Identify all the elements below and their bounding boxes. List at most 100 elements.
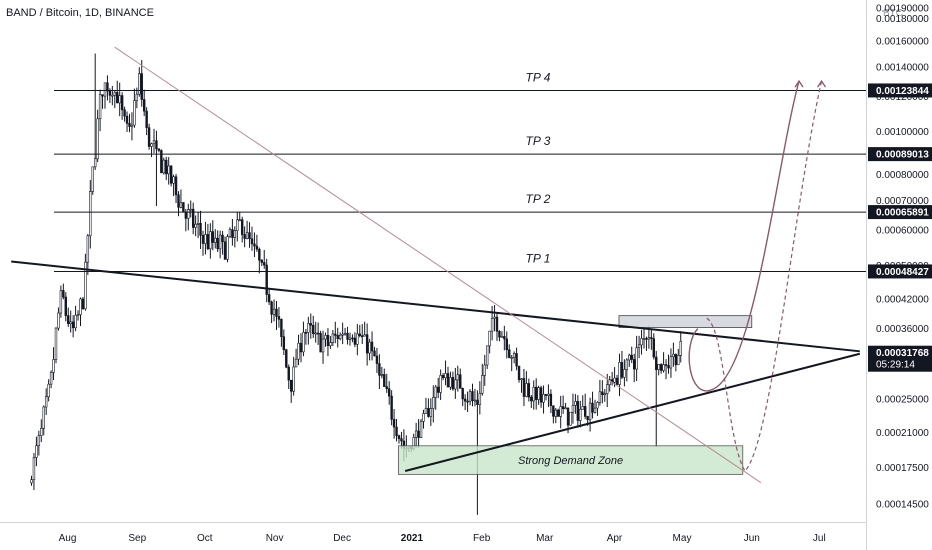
candle <box>657 364 660 376</box>
candle <box>64 292 67 322</box>
candle-body <box>167 165 170 175</box>
candle-body <box>106 82 109 92</box>
candle <box>601 380 604 404</box>
candle-body <box>569 411 572 426</box>
candle <box>47 379 50 402</box>
candle <box>297 334 300 366</box>
candle-body <box>432 397 435 409</box>
candle-body <box>334 333 337 336</box>
candle-body <box>152 140 156 145</box>
candle <box>321 330 325 364</box>
candle <box>637 335 641 359</box>
candle <box>93 53 97 170</box>
candle <box>255 234 259 252</box>
candle-body <box>525 383 528 397</box>
candle <box>677 348 680 366</box>
y-tick-label: 0.00060000 <box>876 226 929 237</box>
candle-body <box>89 191 92 237</box>
candle-body <box>510 357 513 359</box>
plot-area: Strong Demand Zone TP 4 TP 3 TP 2 TP 1 <box>11 46 866 515</box>
candle-body <box>223 241 227 260</box>
candle-body <box>380 374 384 376</box>
candle <box>201 230 205 256</box>
candle <box>674 353 678 372</box>
candle-body <box>642 338 646 340</box>
candle <box>243 226 246 248</box>
candle <box>294 348 298 368</box>
candle <box>667 354 670 374</box>
candle-body <box>120 95 124 111</box>
candle-body <box>42 406 45 429</box>
candle-body <box>37 435 41 446</box>
candle <box>231 218 234 246</box>
candle <box>498 330 501 342</box>
candle <box>54 327 58 364</box>
candle-body <box>441 375 445 379</box>
candle <box>449 371 452 390</box>
price-tag: 0.00048427 <box>868 264 932 279</box>
candle <box>272 299 276 322</box>
candle <box>503 325 506 351</box>
candle-body <box>422 413 425 422</box>
candle <box>485 345 489 370</box>
candle-body <box>544 394 548 396</box>
candle-body <box>659 364 663 371</box>
candle-body <box>635 347 638 370</box>
candle-body <box>613 377 616 383</box>
candle-body <box>434 386 437 398</box>
candle <box>454 367 457 399</box>
candle <box>302 321 305 357</box>
candle-body <box>201 235 205 244</box>
descending-resistance-line <box>11 260 860 353</box>
candle-body <box>645 338 648 340</box>
candle <box>160 149 163 174</box>
candle <box>451 371 455 391</box>
candle-body <box>603 393 606 396</box>
candle <box>481 363 484 396</box>
candle-body <box>118 95 121 104</box>
candle <box>432 385 435 423</box>
candle-body <box>294 358 298 368</box>
candle <box>439 369 442 401</box>
candle-body <box>258 248 261 261</box>
candle <box>285 348 288 369</box>
candle-body <box>74 314 77 329</box>
candle-body <box>495 316 499 332</box>
candle-body <box>236 219 239 231</box>
candle <box>385 373 388 393</box>
candle-body <box>329 342 332 347</box>
candle <box>167 157 170 185</box>
candle-body <box>184 211 188 219</box>
candle <box>532 380 535 410</box>
candle <box>456 365 459 392</box>
candle <box>441 373 445 381</box>
candle <box>463 394 467 411</box>
price-tag-bg <box>868 147 932 162</box>
candle-body <box>650 337 653 339</box>
candle <box>199 210 202 249</box>
candle <box>559 395 562 429</box>
candle <box>226 234 229 263</box>
candle-body <box>312 324 315 334</box>
candle-body <box>263 262 266 266</box>
candle <box>554 407 557 424</box>
candle <box>316 322 320 345</box>
candle-body <box>91 166 94 192</box>
candle <box>314 321 317 343</box>
candle <box>625 358 629 382</box>
projection-arrow-solid <box>688 80 800 392</box>
candle <box>52 347 55 381</box>
candle-body <box>515 353 518 367</box>
candle-body <box>387 388 391 397</box>
candle-body <box>586 416 589 421</box>
candle-body <box>655 356 658 370</box>
price-tag: 0.00089013 <box>868 147 932 162</box>
candle-body <box>67 315 70 325</box>
candle <box>434 384 437 410</box>
candle <box>142 89 146 117</box>
chart-title: BAND / Bitcoin, 1D, BINANCE <box>6 7 154 19</box>
candle <box>466 391 469 412</box>
candle-body <box>566 407 570 426</box>
candle <box>395 418 398 442</box>
candle <box>182 202 185 213</box>
